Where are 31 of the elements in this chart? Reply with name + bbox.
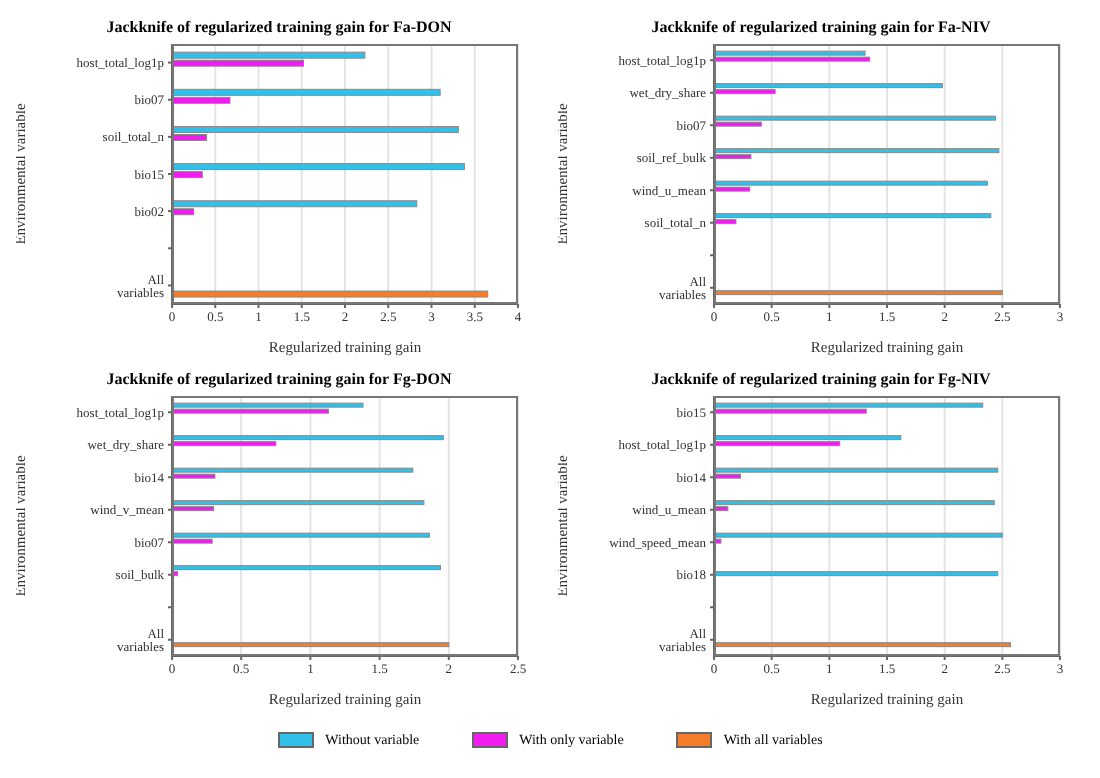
bar xyxy=(172,467,414,473)
bar xyxy=(714,83,943,89)
chart-title: Jackknife of regularized training gain for Fg-DON xyxy=(104,368,454,392)
bar xyxy=(172,290,489,298)
bar xyxy=(714,402,984,408)
bar xyxy=(172,532,430,538)
bar xyxy=(172,51,366,59)
bar xyxy=(172,565,441,571)
bar xyxy=(172,163,465,171)
bar xyxy=(172,402,364,408)
bar xyxy=(714,213,992,219)
bar xyxy=(714,290,1003,296)
bar xyxy=(714,532,1003,538)
bar xyxy=(714,180,988,186)
chart-title: Jackknife of regularized training gain for Fg-NIV xyxy=(649,368,993,392)
bar xyxy=(172,435,444,441)
bar xyxy=(714,56,871,62)
bar xyxy=(714,500,995,506)
chart-title: Jackknife of regularized training gain for Fa-NIV xyxy=(649,16,993,40)
bar xyxy=(172,642,450,648)
chart-title: Jackknife of regularized training gain for Fa-DON xyxy=(104,16,454,40)
bar xyxy=(172,125,459,133)
bar xyxy=(714,435,902,441)
bar xyxy=(172,500,425,506)
bar xyxy=(172,88,441,96)
bar xyxy=(714,115,996,121)
bar xyxy=(172,200,418,208)
bar xyxy=(714,50,866,56)
bar xyxy=(714,148,1000,154)
bar xyxy=(714,467,999,473)
bar xyxy=(714,642,1011,648)
